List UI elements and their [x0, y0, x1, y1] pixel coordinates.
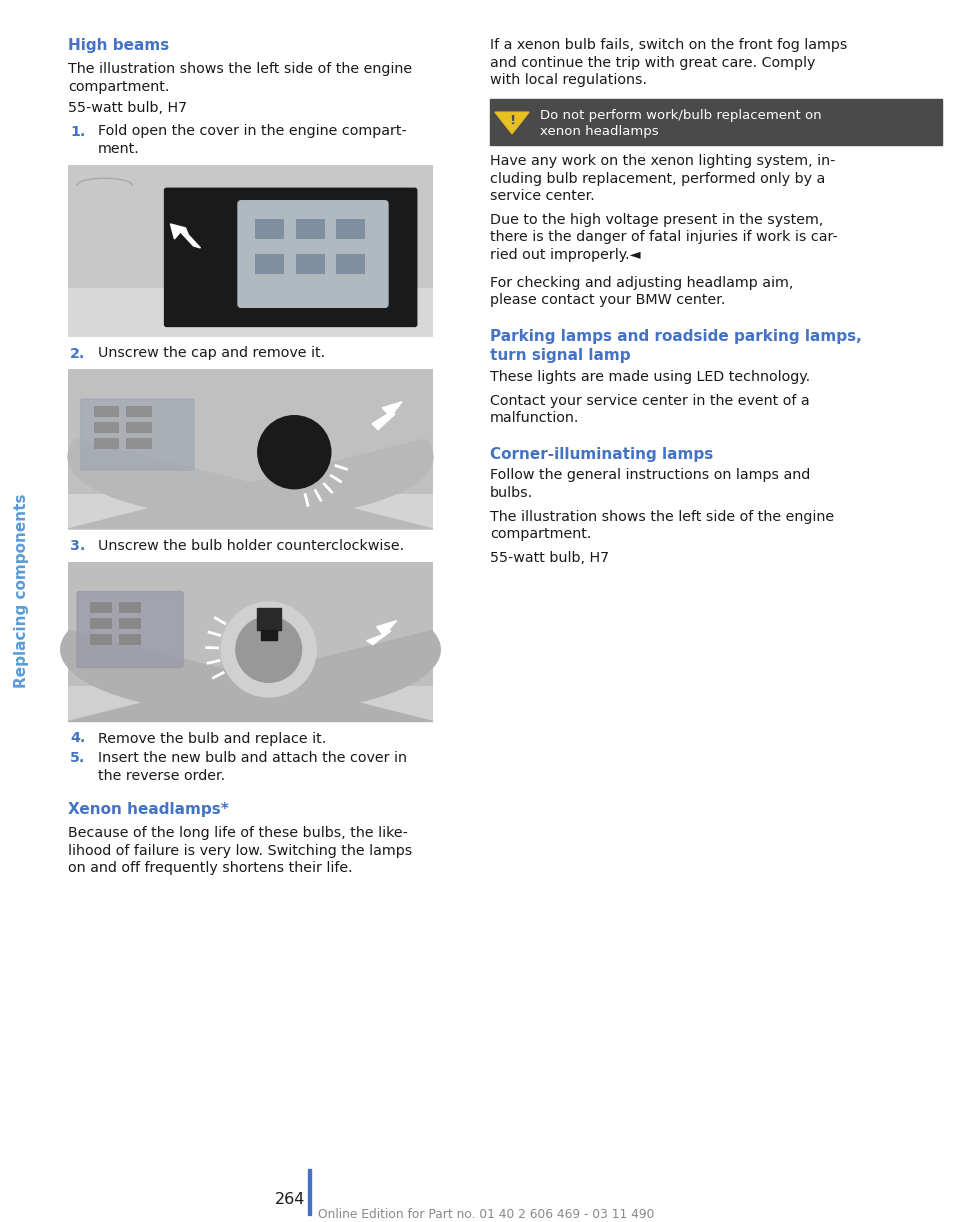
Text: High beams: High beams: [68, 38, 169, 53]
Text: Due to the high voltage present in the system,: Due to the high voltage present in the s…: [490, 213, 824, 227]
Bar: [93, 406, 119, 417]
Bar: [68, 288, 433, 336]
Text: Online Edition for Part no. 01 40 2 606 469 - 03 11 490: Online Edition for Part no. 01 40 2 606 …: [318, 1209, 655, 1221]
Bar: [68, 494, 433, 529]
Bar: [90, 633, 111, 645]
Text: 55-watt bulb, H7: 55-watt bulb, H7: [490, 550, 610, 565]
Text: Remove the bulb and replace it.: Remove the bulb and replace it.: [98, 732, 326, 745]
Text: For checking and adjusting headlamp aim,: For checking and adjusting headlamp aim,: [490, 275, 793, 290]
Bar: [256, 607, 280, 629]
Text: please contact your BMW center.: please contact your BMW center.: [490, 293, 726, 307]
Bar: [127, 406, 152, 417]
Text: turn signal lamp: turn signal lamp: [490, 348, 631, 363]
Text: If a xenon bulb fails, switch on the front fog lamps: If a xenon bulb fails, switch on the fro…: [490, 38, 848, 53]
Bar: [68, 165, 433, 336]
Text: xenon headlamps: xenon headlamps: [540, 126, 659, 138]
Bar: [68, 561, 433, 721]
Text: ment.: ment.: [98, 142, 140, 156]
Text: 3.: 3.: [70, 539, 85, 554]
Bar: [296, 219, 324, 240]
Text: the reverse order.: the reverse order.: [98, 769, 226, 782]
Text: lihood of failure is very low. Switching the lamps: lihood of failure is very low. Switching…: [68, 843, 412, 858]
Bar: [93, 437, 119, 448]
Bar: [119, 601, 141, 612]
Bar: [119, 617, 141, 628]
Bar: [261, 629, 276, 639]
Text: Parking lamps and roadside parking lamps,: Parking lamps and roadside parking lamps…: [490, 329, 862, 343]
Text: 264: 264: [275, 1191, 305, 1207]
Text: Unscrew the bulb holder counterclockwise.: Unscrew the bulb holder counterclockwise…: [98, 539, 404, 554]
Text: 1.: 1.: [70, 125, 85, 138]
Text: Contact your service center in the event of a: Contact your service center in the event…: [490, 393, 809, 407]
Text: The illustration shows the left side of the engine: The illustration shows the left side of …: [68, 62, 412, 76]
Text: Follow the general instructions on lamps and: Follow the general instructions on lamps…: [490, 468, 810, 483]
Text: Insert the new bulb and attach the cover in: Insert the new bulb and attach the cover…: [98, 752, 407, 765]
FancyBboxPatch shape: [81, 400, 194, 470]
Text: compartment.: compartment.: [68, 79, 169, 94]
Circle shape: [258, 415, 331, 489]
Bar: [68, 369, 433, 529]
Polygon shape: [60, 631, 441, 721]
Text: Have any work on the xenon lighting system, in-: Have any work on the xenon lighting syst…: [490, 154, 835, 169]
Text: compartment.: compartment.: [490, 527, 591, 541]
Bar: [490, 99, 942, 144]
Text: !: !: [509, 114, 516, 127]
Circle shape: [222, 602, 316, 697]
FancyBboxPatch shape: [164, 188, 417, 326]
Text: there is the danger of fatal injuries if work is car-: there is the danger of fatal injuries if…: [490, 231, 838, 244]
Text: with local regulations.: with local regulations.: [490, 73, 647, 87]
Text: The illustration shows the left side of the engine: The illustration shows the left side of …: [490, 510, 834, 523]
Text: on and off frequently shortens their life.: on and off frequently shortens their lif…: [68, 862, 352, 875]
Polygon shape: [68, 439, 433, 529]
Bar: [308, 1169, 311, 1215]
Text: Xenon headlamps*: Xenon headlamps*: [68, 802, 228, 818]
Bar: [127, 437, 152, 448]
Text: Unscrew the cap and remove it.: Unscrew the cap and remove it.: [98, 347, 325, 360]
Text: malfunction.: malfunction.: [490, 411, 580, 425]
Text: Do not perform work/bulb replacement on: Do not perform work/bulb replacement on: [540, 109, 822, 121]
Text: Because of the long life of these bulbs, the like-: Because of the long life of these bulbs,…: [68, 826, 408, 840]
Text: and continue the trip with great care. Comply: and continue the trip with great care. C…: [490, 55, 815, 70]
Text: 55-watt bulb, H7: 55-watt bulb, H7: [68, 101, 187, 115]
Text: Corner-illuminating lamps: Corner-illuminating lamps: [490, 446, 713, 462]
Text: These lights are made using LED technology.: These lights are made using LED technolo…: [490, 370, 810, 384]
Text: service center.: service center.: [490, 189, 595, 204]
Polygon shape: [372, 402, 402, 430]
Text: 5.: 5.: [70, 752, 85, 765]
Text: 2.: 2.: [70, 347, 85, 360]
Text: Replacing components: Replacing components: [14, 494, 30, 688]
Polygon shape: [495, 112, 529, 133]
Bar: [119, 633, 141, 645]
Text: ried out improperly.◄: ried out improperly.◄: [490, 248, 640, 262]
Bar: [255, 254, 284, 274]
FancyBboxPatch shape: [77, 591, 183, 667]
FancyBboxPatch shape: [238, 200, 388, 308]
Polygon shape: [367, 621, 396, 645]
Text: Fold open the cover in the engine compart-: Fold open the cover in the engine compar…: [98, 125, 407, 138]
Bar: [93, 422, 119, 433]
Bar: [90, 601, 111, 612]
Bar: [90, 617, 111, 628]
Polygon shape: [171, 224, 201, 248]
Bar: [68, 687, 433, 721]
Text: cluding bulb replacement, performed only by a: cluding bulb replacement, performed only…: [490, 172, 826, 186]
Bar: [255, 219, 284, 240]
Bar: [296, 254, 324, 274]
Text: 4.: 4.: [70, 732, 85, 745]
Bar: [336, 219, 365, 240]
Text: bulbs.: bulbs.: [490, 486, 533, 500]
Bar: [336, 254, 365, 274]
Bar: [127, 422, 152, 433]
Circle shape: [236, 617, 301, 682]
